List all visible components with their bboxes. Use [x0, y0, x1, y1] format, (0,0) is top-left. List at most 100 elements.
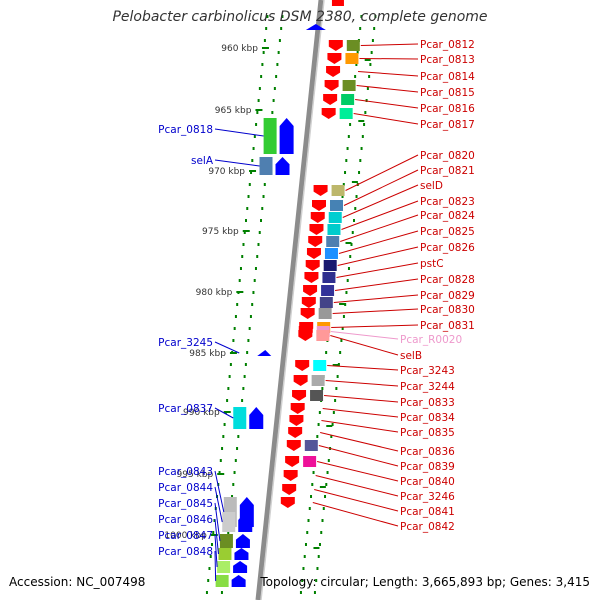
- track-dot: [339, 351, 342, 354]
- track-dot: [256, 111, 259, 114]
- track-dot: [307, 519, 310, 522]
- gene-label-reverse: Pcar_0824: [420, 210, 475, 222]
- label-leader-reverse: [333, 294, 419, 303]
- gene-arrow-reverse: [303, 285, 318, 296]
- track-dot: [271, 111, 274, 114]
- gene-arrow-reverse: [292, 390, 307, 401]
- track-dot: [342, 315, 345, 318]
- accession-text: Accession: NC_007498: [9, 575, 146, 589]
- track-dot: [272, 99, 275, 102]
- track-dot: [210, 543, 213, 546]
- gene-label-reverse: Pcar_0812: [420, 39, 475, 51]
- track-dot: [237, 435, 240, 438]
- gene-box-forward: [217, 561, 231, 573]
- track-dot: [369, 63, 372, 66]
- label-leader-reverse: [341, 200, 419, 230]
- track-dot: [248, 183, 251, 186]
- track-dot: [232, 339, 235, 342]
- track-dot: [243, 231, 246, 234]
- label-leader-reverse: [320, 432, 399, 452]
- track-dot: [258, 231, 261, 234]
- track-dot: [220, 591, 223, 594]
- gene-arrow-reverse: [286, 440, 301, 451]
- track-dot: [347, 135, 350, 138]
- track-dot: [234, 459, 237, 462]
- track-dot: [244, 363, 247, 366]
- scale-tick-label: 960 kbp: [221, 44, 258, 54]
- track-dot: [232, 483, 235, 486]
- track-dot: [247, 339, 250, 342]
- track-dot: [251, 159, 254, 162]
- gene-arrow-reverse: [289, 415, 304, 426]
- label-leader-reverse: [353, 113, 419, 125]
- track-dot: [341, 327, 344, 330]
- gene-box-reverse: [341, 94, 355, 105]
- track-dot: [346, 279, 349, 282]
- track-dot: [350, 243, 353, 246]
- gene-label-reverse: selB: [400, 350, 422, 362]
- scale-tick-label: 970 kbp: [208, 167, 245, 177]
- track-dot: [347, 267, 350, 270]
- track-dot: [364, 111, 367, 114]
- gene-box-forward: [215, 575, 229, 587]
- track-dot: [247, 195, 250, 198]
- track-dot: [266, 15, 269, 18]
- gene-box-reverse: [304, 440, 318, 451]
- track-dot: [261, 63, 264, 66]
- gene-label-forward: Pcar_0837: [158, 403, 213, 415]
- label-leader-reverse: [342, 184, 419, 218]
- track-dot: [223, 423, 226, 426]
- gene-arrow-forward: [279, 118, 294, 154]
- gene-box-reverse: [324, 248, 338, 259]
- track-dot: [265, 27, 268, 30]
- label-leader-reverse: [360, 43, 419, 46]
- track-dot: [359, 159, 362, 162]
- gene-box-reverse: [342, 80, 356, 91]
- track-dot: [234, 315, 237, 318]
- track-dot: [275, 75, 278, 78]
- scale-tick-label: 975 kbp: [202, 227, 239, 237]
- track-dot: [330, 435, 333, 438]
- track-dot: [276, 63, 279, 66]
- track-dot: [355, 195, 358, 198]
- track-dot: [363, 123, 366, 126]
- track-dot: [318, 543, 321, 546]
- topology-text: Topology: circular; Length: 3,665,893 bp…: [260, 575, 590, 589]
- gene-label-reverse: Pcar_0834: [400, 412, 455, 424]
- track-dot: [317, 555, 320, 558]
- gene-box-forward: [263, 118, 277, 154]
- track-dot: [243, 375, 246, 378]
- track-dot: [255, 123, 258, 126]
- scale-tick-label: 995 kbp: [177, 470, 214, 480]
- gene-label-reverse: Pcar_0835: [400, 427, 455, 439]
- gene-box-reverse: [345, 53, 359, 64]
- track-dot: [315, 579, 318, 582]
- gene-arrow-reverse: [328, 40, 343, 51]
- gene-arrow-reverse: [309, 224, 324, 235]
- track-dot: [253, 279, 256, 282]
- gene-arrow-reverse: [283, 470, 298, 481]
- track-dot: [254, 267, 257, 270]
- label-leader-reverse: [359, 58, 419, 60]
- track-dot: [322, 507, 325, 510]
- label-leader-forward: [214, 470, 225, 513]
- gene-label-forward: Pcar_3245: [158, 337, 213, 349]
- gene-arrow-forward: [275, 157, 290, 175]
- track-dot: [346, 147, 349, 150]
- track-dot: [326, 471, 329, 474]
- label-leader-forward: [214, 128, 264, 137]
- track-dot: [371, 39, 374, 42]
- gene-arrow-reverse: [301, 297, 316, 308]
- gene-arrow-reverse: [295, 360, 310, 371]
- gene-label-forward: Pcar_0846: [158, 514, 213, 526]
- gene-box-reverse: [339, 108, 353, 119]
- track-dot: [260, 219, 263, 222]
- gene-arrow-reverse: [306, 248, 321, 259]
- gene-arrow-reverse: [323, 94, 338, 105]
- scale-tick-label: 985 kbp: [189, 349, 226, 359]
- track-dot: [349, 123, 352, 126]
- gene-label-reverse: Pcar_0828: [420, 274, 475, 286]
- track-dot: [331, 423, 334, 426]
- track-dot: [345, 159, 348, 162]
- track-dot: [242, 243, 245, 246]
